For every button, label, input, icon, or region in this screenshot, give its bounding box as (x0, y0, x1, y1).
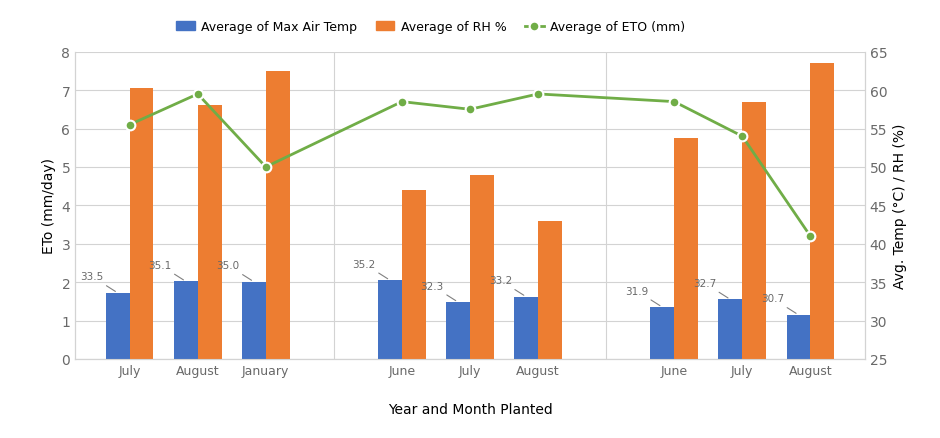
Legend: Average of Max Air Temp, Average of RH %, Average of ETO (mm): Average of Max Air Temp, Average of RH %… (171, 16, 690, 39)
Bar (266, 72, 290, 359)
Y-axis label: Avg. Temp (°C) / RH (%): Avg. Temp (°C) / RH (%) (893, 124, 907, 288)
Text: 32.3: 32.3 (420, 281, 456, 301)
Bar (130, 89, 153, 359)
Y-axis label: ETo (mm/day): ETo (mm/day) (42, 158, 55, 254)
Bar (674, 139, 698, 359)
Bar (743, 102, 766, 359)
Bar (650, 307, 674, 359)
Bar (810, 64, 834, 359)
Text: 35.1: 35.1 (149, 260, 183, 280)
Bar (242, 282, 266, 359)
Bar (197, 106, 222, 359)
Bar (378, 281, 402, 359)
Text: 30.7: 30.7 (761, 294, 796, 314)
Bar (402, 191, 426, 359)
Text: 31.9: 31.9 (625, 286, 660, 306)
Bar (470, 175, 494, 359)
Bar (718, 300, 743, 359)
Text: 35.0: 35.0 (216, 261, 252, 281)
Bar (446, 302, 470, 359)
Text: 32.7: 32.7 (693, 279, 728, 298)
Bar (538, 221, 562, 359)
Bar (174, 282, 197, 359)
Text: 35.2: 35.2 (352, 259, 387, 279)
Text: 33.5: 33.5 (80, 272, 116, 292)
Text: 33.2: 33.2 (489, 276, 524, 296)
Bar (514, 297, 538, 359)
Bar (787, 315, 810, 359)
Bar (106, 293, 130, 359)
X-axis label: Year and Month Planted: Year and Month Planted (387, 402, 553, 416)
